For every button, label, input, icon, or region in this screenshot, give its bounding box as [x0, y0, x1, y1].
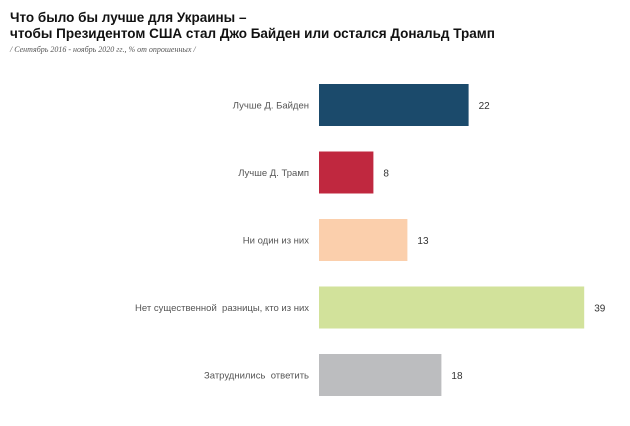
- value-label-3: 39: [594, 304, 606, 315]
- chart-title-line-2: чтобы Президентом США стал Джо Байден ил…: [10, 26, 495, 41]
- value-label-2: 13: [417, 236, 429, 247]
- bar-3: [319, 286, 585, 329]
- category-label-4: Затруднились ответить: [204, 371, 309, 382]
- chart-title: Что было бы лучше для Украины – чтобы Пр…: [10, 10, 620, 42]
- value-label-4: 18: [451, 371, 463, 382]
- category-label-0: Лучше Д. Байден: [233, 101, 309, 112]
- bar-1: [319, 151, 374, 194]
- bar-4: [319, 354, 442, 396]
- bar-2: [319, 219, 408, 261]
- chart-subtitle: / Сентябрь 2016 - ноябрь 2020 гг., % от …: [10, 45, 196, 54]
- bar-0: [319, 84, 469, 126]
- category-label-2: Ни один из них: [243, 236, 309, 247]
- category-label-1: Лучше Д. Трамп: [238, 168, 309, 179]
- category-label-3: Нет существенной разницы, кто из них: [135, 303, 309, 314]
- value-label-0: 22: [479, 101, 491, 112]
- value-label-1: 8: [383, 169, 389, 180]
- chart-title-line-1: Что было бы лучше для Украины –: [10, 10, 247, 25]
